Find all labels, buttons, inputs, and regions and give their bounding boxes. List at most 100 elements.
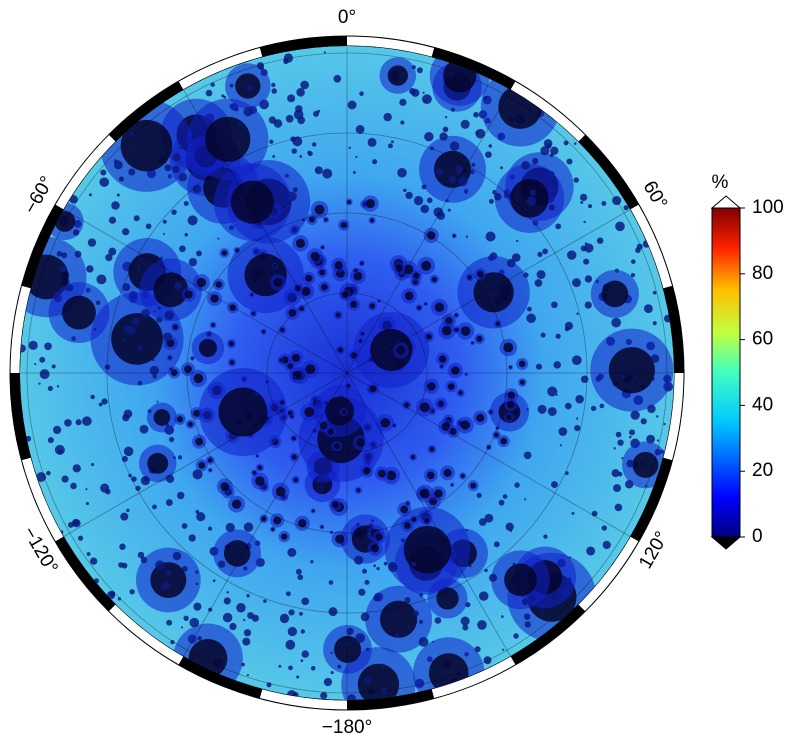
crater bbox=[502, 649, 504, 651]
crater bbox=[243, 566, 247, 570]
crater bbox=[164, 164, 171, 171]
crater bbox=[566, 159, 572, 165]
crater bbox=[537, 252, 542, 257]
crater bbox=[299, 612, 303, 616]
crater bbox=[427, 197, 433, 203]
crater bbox=[273, 516, 281, 524]
crater bbox=[432, 277, 437, 282]
crater bbox=[411, 455, 415, 459]
crater bbox=[313, 111, 319, 117]
crater bbox=[254, 393, 256, 395]
crater bbox=[442, 326, 452, 336]
crater bbox=[216, 281, 223, 288]
crater bbox=[514, 482, 519, 487]
crater bbox=[189, 618, 199, 628]
crater bbox=[469, 565, 472, 568]
crater bbox=[60, 265, 67, 272]
crater bbox=[364, 677, 371, 684]
crater bbox=[597, 237, 603, 243]
crater bbox=[368, 138, 377, 147]
crater bbox=[527, 307, 532, 312]
crater bbox=[556, 334, 561, 339]
crater bbox=[507, 259, 516, 268]
crater bbox=[219, 388, 268, 437]
crater bbox=[345, 641, 348, 644]
crater bbox=[308, 151, 313, 156]
crater bbox=[451, 366, 460, 375]
crater bbox=[271, 528, 274, 531]
crater bbox=[247, 674, 249, 676]
crater bbox=[354, 269, 357, 272]
crater bbox=[565, 322, 573, 330]
crater bbox=[363, 467, 370, 474]
colorbar-tick-label: 0 bbox=[752, 526, 763, 547]
crater bbox=[548, 407, 557, 416]
crater bbox=[400, 506, 408, 514]
crater bbox=[407, 626, 409, 628]
crater bbox=[177, 416, 183, 422]
longitude-label: 60° bbox=[639, 178, 672, 213]
crater bbox=[329, 607, 338, 616]
crater bbox=[252, 615, 259, 622]
crater bbox=[157, 401, 159, 403]
crater bbox=[147, 453, 168, 474]
crater bbox=[653, 291, 657, 295]
crater bbox=[356, 125, 365, 134]
crater bbox=[420, 402, 430, 412]
crater bbox=[421, 261, 431, 271]
crater bbox=[281, 533, 287, 539]
crater bbox=[435, 617, 442, 624]
crater bbox=[355, 633, 365, 643]
crater bbox=[510, 530, 512, 532]
crater bbox=[332, 501, 339, 508]
crater bbox=[232, 499, 241, 508]
crater bbox=[134, 215, 140, 221]
crater bbox=[165, 570, 171, 576]
crater bbox=[485, 514, 494, 523]
crater bbox=[575, 395, 584, 404]
crater bbox=[602, 525, 607, 530]
crater bbox=[189, 534, 196, 541]
crater bbox=[96, 301, 100, 305]
crater bbox=[126, 509, 129, 512]
crater bbox=[322, 169, 332, 179]
crater bbox=[152, 358, 155, 361]
crater bbox=[400, 121, 404, 125]
crater bbox=[551, 591, 560, 600]
crater bbox=[520, 380, 525, 385]
crater bbox=[550, 147, 558, 155]
crater bbox=[565, 403, 572, 410]
crater bbox=[325, 397, 354, 426]
crater bbox=[616, 432, 622, 438]
crater bbox=[312, 509, 315, 512]
crater bbox=[359, 339, 362, 342]
crater bbox=[358, 589, 365, 596]
crater bbox=[29, 341, 38, 350]
crater bbox=[321, 526, 324, 529]
crater bbox=[141, 557, 148, 564]
crater bbox=[455, 314, 458, 317]
crater bbox=[404, 402, 409, 407]
crater bbox=[413, 272, 420, 279]
crater bbox=[603, 541, 611, 549]
crater bbox=[165, 311, 174, 320]
crater bbox=[301, 629, 305, 633]
crater bbox=[500, 438, 507, 445]
crater bbox=[199, 339, 217, 357]
colorbar-max-arrow bbox=[712, 196, 740, 208]
crater bbox=[507, 391, 515, 399]
crater bbox=[280, 400, 284, 404]
crater bbox=[319, 269, 325, 275]
crater bbox=[553, 361, 561, 369]
crater bbox=[617, 440, 623, 446]
crater bbox=[38, 382, 40, 384]
crater bbox=[305, 275, 312, 282]
crater bbox=[99, 403, 103, 407]
crater bbox=[609, 347, 655, 393]
crater bbox=[179, 133, 182, 136]
crater bbox=[395, 264, 402, 271]
crater bbox=[132, 318, 140, 326]
crater bbox=[188, 422, 193, 427]
crater bbox=[152, 505, 157, 510]
crater bbox=[197, 636, 202, 641]
